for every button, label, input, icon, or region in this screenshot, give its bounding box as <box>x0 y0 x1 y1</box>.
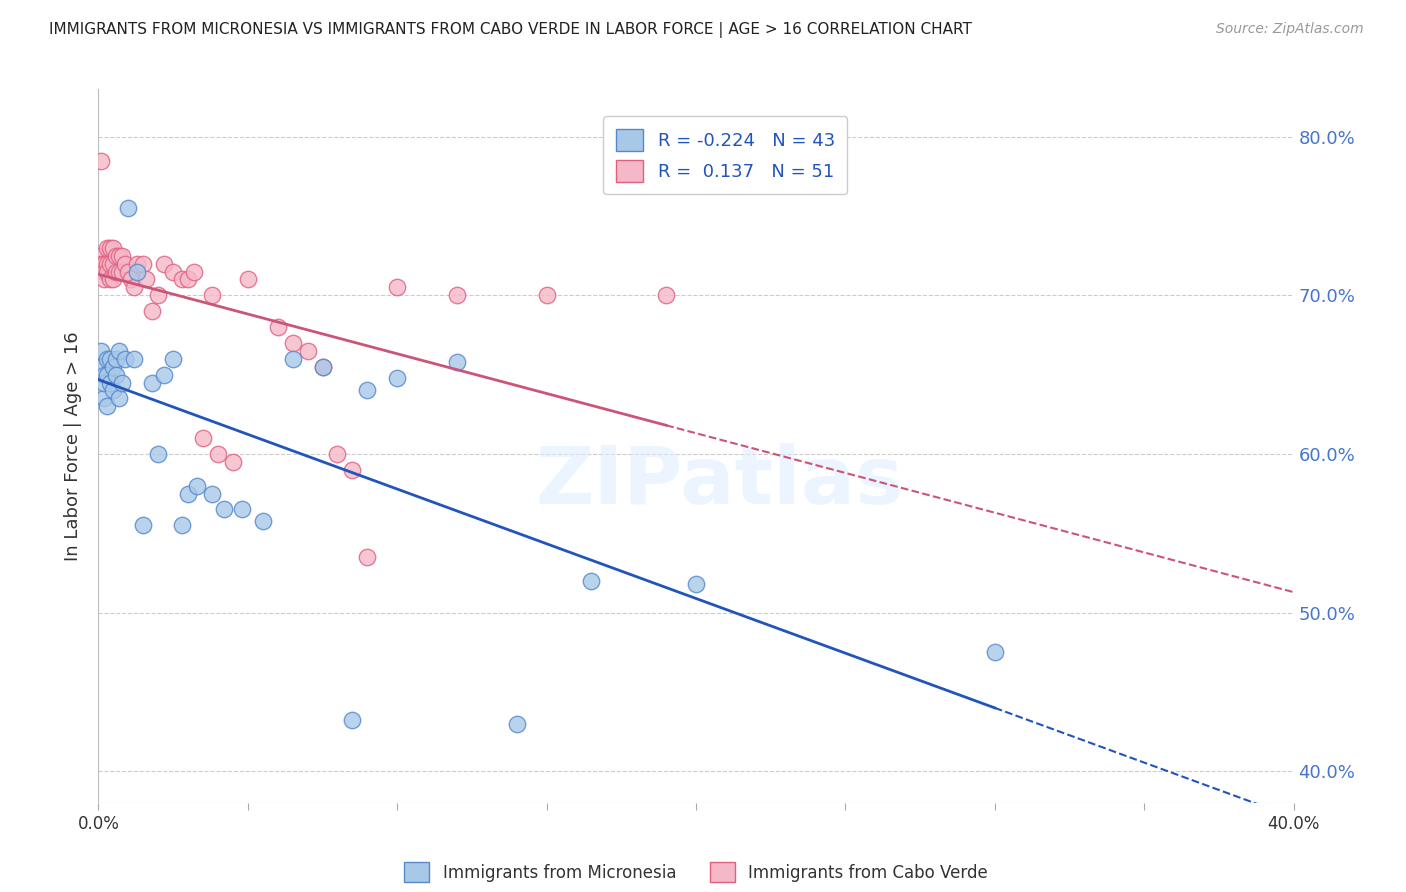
Point <box>127 257 149 271</box>
Point <box>111 376 134 390</box>
Point <box>93 392 115 406</box>
Point <box>177 272 200 286</box>
Point <box>148 447 170 461</box>
Point <box>103 272 125 286</box>
Point <box>201 288 224 302</box>
Point <box>98 351 122 366</box>
Point <box>108 343 131 358</box>
Point <box>385 280 409 294</box>
Point <box>267 320 290 334</box>
Point <box>124 280 146 294</box>
Point <box>90 249 112 263</box>
Point <box>183 264 205 278</box>
Point <box>446 288 468 302</box>
Point <box>93 376 115 390</box>
Point <box>127 264 149 278</box>
Point <box>98 272 122 286</box>
Point <box>90 257 112 271</box>
Point <box>162 264 184 278</box>
Point <box>141 304 163 318</box>
Point <box>114 257 136 271</box>
Point <box>96 264 118 278</box>
Point <box>342 714 364 728</box>
Point <box>96 241 118 255</box>
Point <box>120 272 142 286</box>
Point <box>105 264 128 278</box>
Point <box>222 455 245 469</box>
Point <box>326 447 349 461</box>
Point <box>236 272 259 286</box>
Point <box>132 257 155 271</box>
Point <box>207 447 229 461</box>
Point <box>685 577 707 591</box>
Legend: Immigrants from Micronesia, Immigrants from Cabo Verde: Immigrants from Micronesia, Immigrants f… <box>392 850 1000 892</box>
Point <box>108 392 131 406</box>
Point <box>446 355 468 369</box>
Point <box>172 518 194 533</box>
Point <box>105 368 128 382</box>
Point <box>385 371 409 385</box>
Point <box>281 335 304 350</box>
Point <box>103 241 125 255</box>
Text: IMMIGRANTS FROM MICRONESIA VS IMMIGRANTS FROM CABO VERDE IN LABOR FORCE | AGE > : IMMIGRANTS FROM MICRONESIA VS IMMIGRANTS… <box>49 22 972 38</box>
Point <box>93 264 115 278</box>
Point <box>103 359 125 374</box>
Point <box>536 288 558 302</box>
Point <box>105 249 128 263</box>
Point <box>153 257 176 271</box>
Point <box>111 264 134 278</box>
Point <box>342 463 364 477</box>
Point <box>177 486 200 500</box>
Point <box>103 384 125 398</box>
Point <box>281 351 304 366</box>
Point <box>96 257 118 271</box>
Point <box>311 359 333 374</box>
Text: Source: ZipAtlas.com: Source: ZipAtlas.com <box>1216 22 1364 37</box>
Text: ZIPatlas: ZIPatlas <box>536 442 904 521</box>
Point <box>297 343 319 358</box>
Point <box>191 431 214 445</box>
Point <box>581 574 603 588</box>
Point <box>172 272 194 286</box>
Point <box>98 257 122 271</box>
Point <box>201 486 224 500</box>
Point <box>93 368 115 382</box>
Point <box>93 272 115 286</box>
Point <box>506 716 529 731</box>
Point <box>96 400 118 414</box>
Point <box>186 478 208 492</box>
Point <box>231 502 253 516</box>
Point <box>356 549 378 564</box>
Point <box>108 249 131 263</box>
Point <box>135 272 157 286</box>
Point <box>90 343 112 358</box>
Point <box>111 249 134 263</box>
Y-axis label: In Labor Force | Age > 16: In Labor Force | Age > 16 <box>65 331 83 561</box>
Point <box>117 201 139 215</box>
Point <box>90 153 112 168</box>
Point <box>132 518 155 533</box>
Point <box>103 257 125 271</box>
Point <box>108 264 131 278</box>
Point <box>212 502 235 516</box>
Point <box>356 384 378 398</box>
Point <box>153 368 176 382</box>
Point <box>124 351 146 366</box>
Point <box>96 351 118 366</box>
Point <box>105 351 128 366</box>
Point <box>162 351 184 366</box>
Point <box>117 264 139 278</box>
Point <box>96 368 118 382</box>
Point <box>98 376 122 390</box>
Point <box>141 376 163 390</box>
Point <box>252 514 274 528</box>
Point <box>114 351 136 366</box>
Point <box>311 359 333 374</box>
Point <box>984 645 1007 659</box>
Point <box>148 288 170 302</box>
Point <box>93 257 115 271</box>
Point <box>98 241 122 255</box>
Point <box>655 288 678 302</box>
Point <box>90 359 112 374</box>
